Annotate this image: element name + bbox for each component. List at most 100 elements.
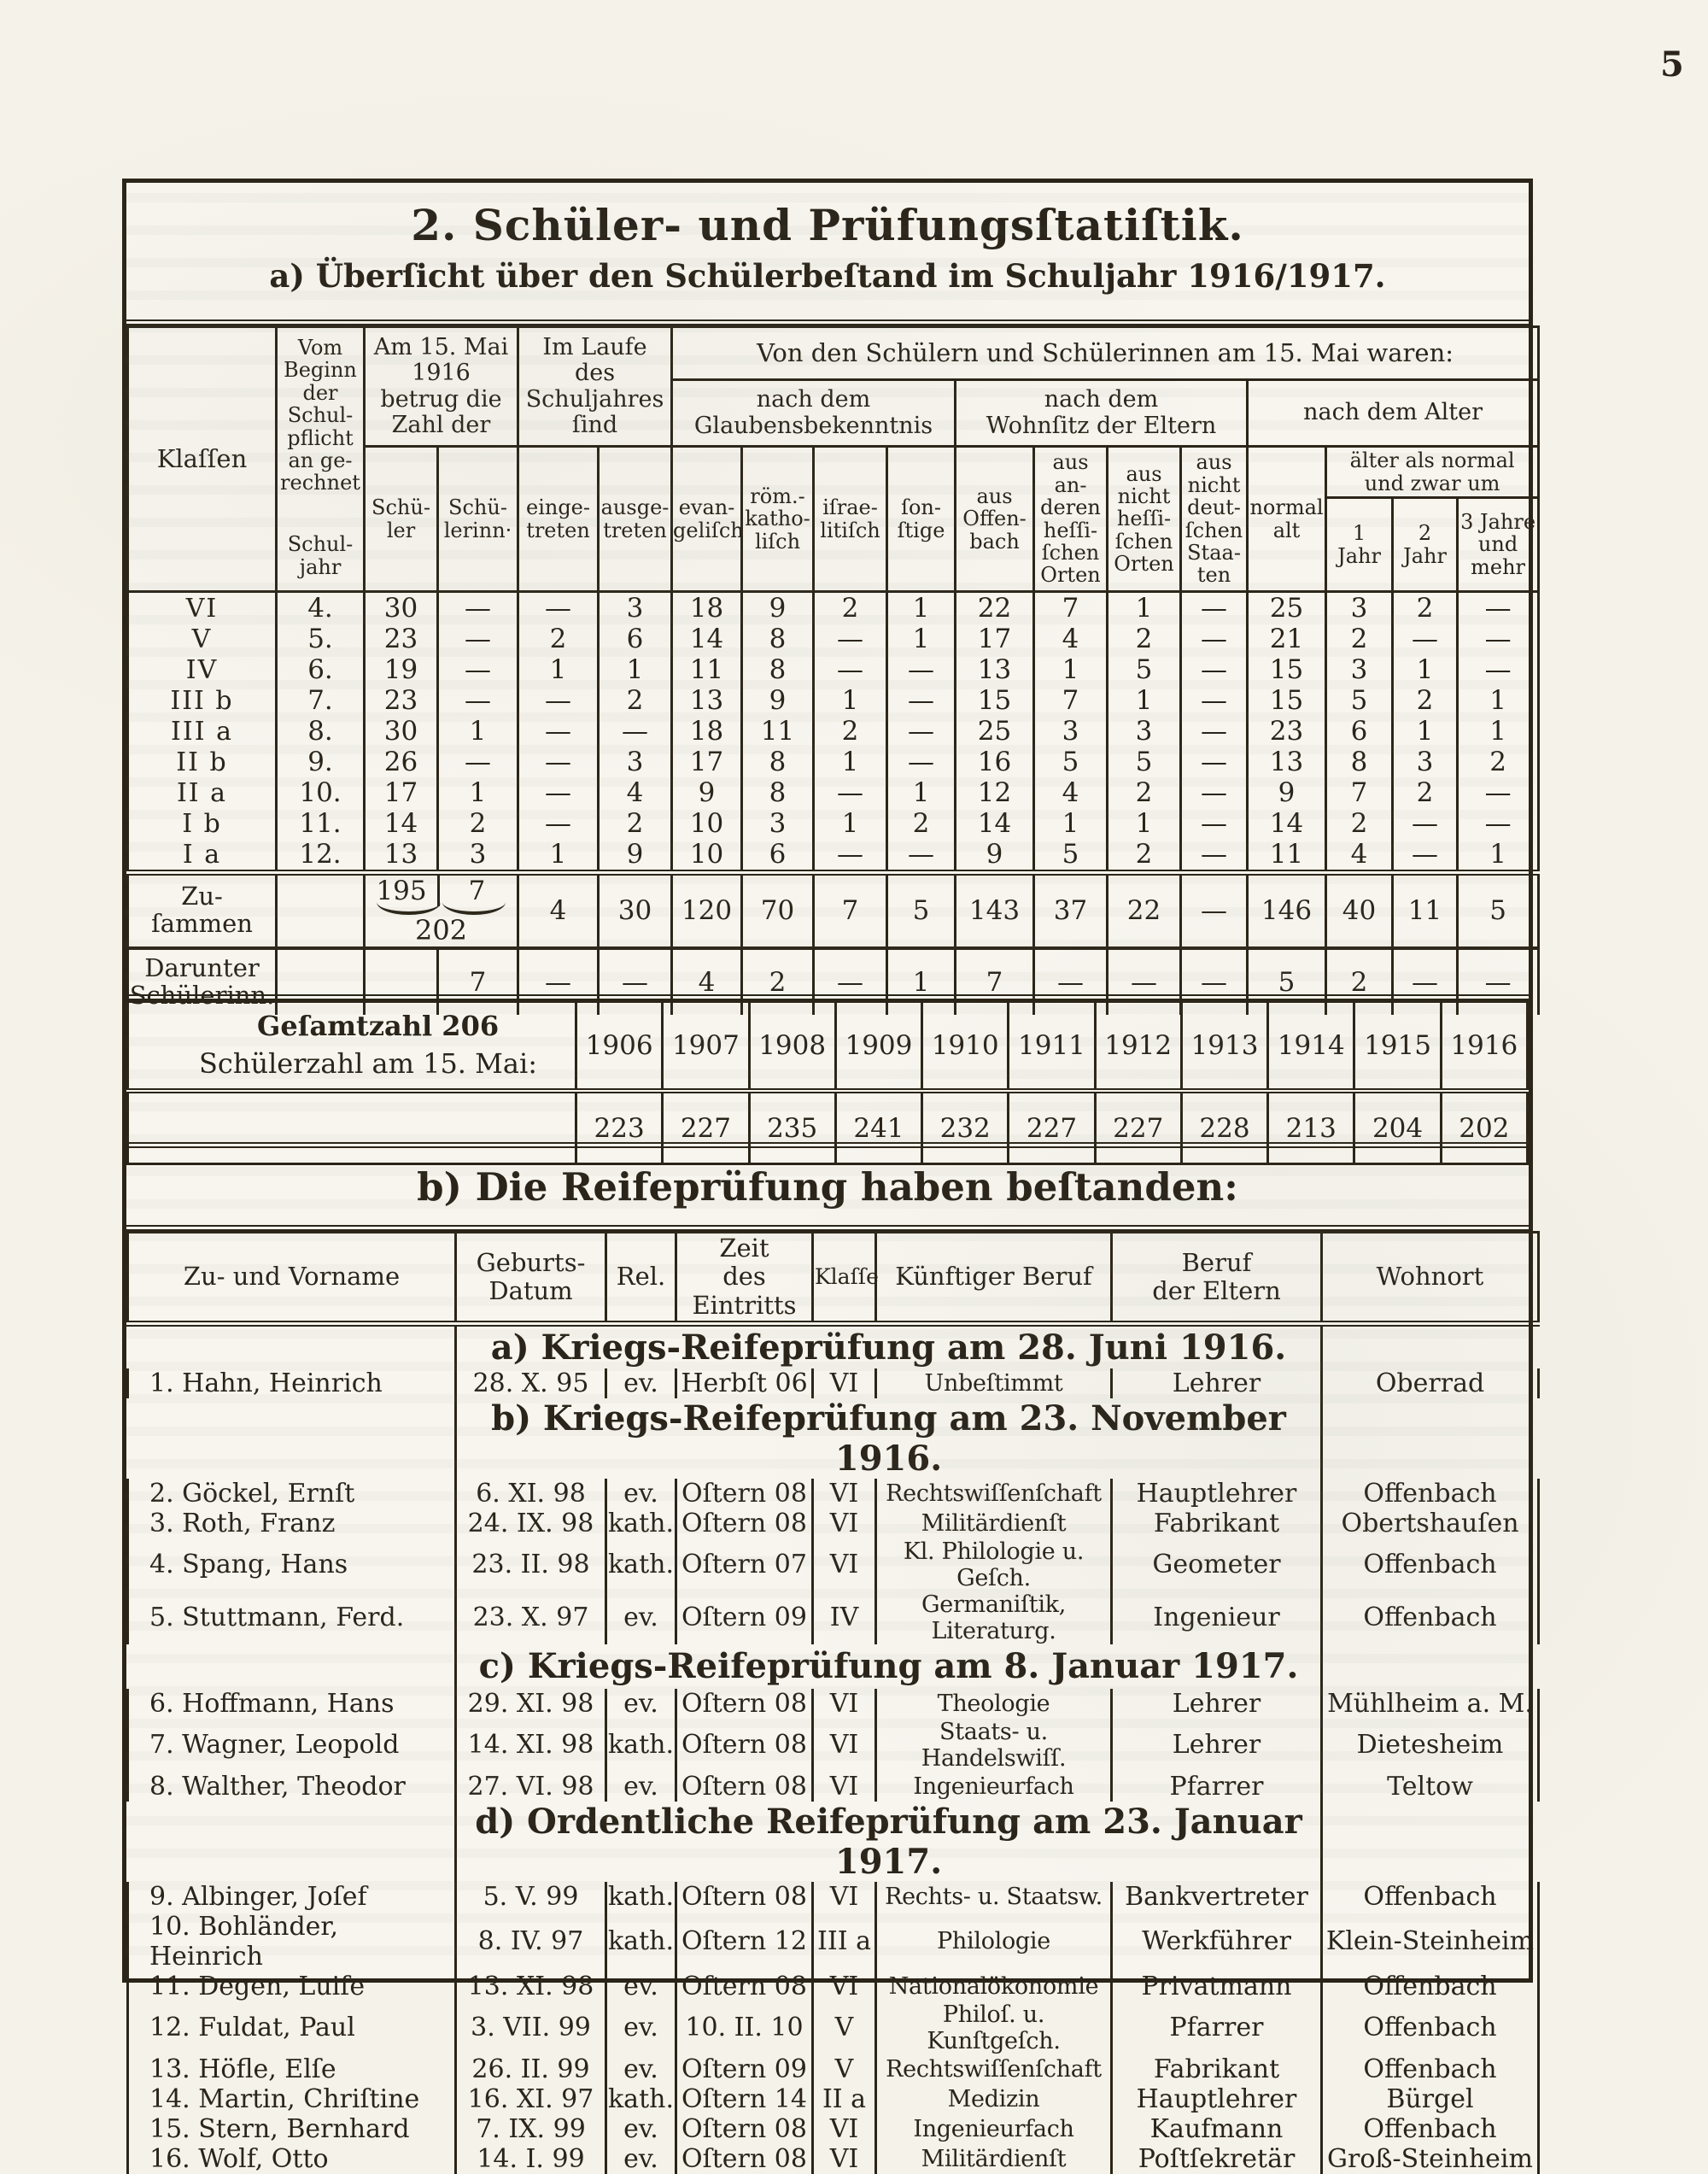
cell: Rechtswiſſenſchaft [874,1478,1113,1509]
cell: 5. [275,624,366,654]
col-normal-alt: normal alt [1246,445,1328,593]
cell: 10 [670,808,744,839]
cell: 4. [275,591,366,624]
cell: — [517,716,600,747]
cell: Oſtern 08 [675,2143,814,2174]
cell-empty [127,1801,457,1882]
cell: Obertshauſen [1320,1508,1540,1538]
cell: 227 [1007,1088,1097,1165]
cell: — [1456,591,1541,624]
cell: Oſtern 08 [675,1881,814,1912]
cell-empty [127,1323,457,1368]
cell: — [886,716,957,747]
cell: Pfarrer [1110,2001,1323,2054]
group-im-laufe: Im Laufe des Schuljahres ſind [516,325,674,448]
col-geburtsdatum: Geburts- Datum [454,1230,607,1327]
cell: 14 [670,624,744,654]
cell: 4 [1325,839,1395,873]
cell: II b [126,747,278,777]
cell: 4 [596,777,674,808]
cell: Oſtern 14 [675,2083,814,2114]
cell: — [1179,624,1249,654]
cell: — [1456,808,1541,839]
cell-empty [275,869,366,950]
cell: 23. II. 98 [454,1538,607,1591]
cell: Staats- u. Handelswiſſ. [874,1718,1113,1772]
statistics-table-wrap: Klaſſen Vom Beginn der Schul- pflicht an… [126,325,1541,1015]
cell: 5 [1325,685,1395,716]
cell: — [1456,777,1541,808]
cell: 2 [596,685,674,716]
cell: ev. [605,1688,677,1719]
cell: ev. [605,2001,677,2054]
col-sonstige: ſon- ſtige [886,445,957,593]
cell: 23. X. 97 [454,1591,607,1644]
cell: Oſtern 08 [675,1718,814,1772]
cell: Philoſ. u. Kunſtgeſch. [874,2001,1113,2054]
cell: ev. [605,1368,677,1398]
cell: kath. [605,1911,677,1972]
cell: — [1179,839,1249,873]
cell: 241 [834,1088,924,1165]
student-row: 9. Albinger, Joſef 5. V. 99 kath. Oſtern 08… [126,1881,1540,1912]
cell: III b [126,685,278,716]
cell: — [1179,808,1249,839]
cell: 6 [1325,716,1395,747]
cell: — [517,747,600,777]
cell: 23 [1246,716,1328,747]
cell: 7 [812,869,889,950]
cell: 10 [670,839,744,873]
cell: 17 [670,747,744,777]
cell: 8. IV. 97 [454,1911,607,1972]
cell: 232 [921,1088,1010,1165]
cell: — [1179,591,1249,624]
cell: 9. Albinger, Joſef [126,1881,457,1912]
schuelerzahl-label: Schülerzahl am 15. Mai: [199,1047,537,1080]
col-3-jahre: 3 Jahre und mehr [1456,496,1541,593]
statistics-header: Klaſſen Vom Beginn der Schul- pflicht an… [126,325,1541,593]
cell: 12. [275,839,366,873]
exam-group-heading: c) Kriegs-Reifeprüfung am 8. Januar 1917… [478,1646,1299,1687]
col-eingetreten: einge- treten [517,445,600,593]
col-name: Zu- und Vorname [126,1230,457,1327]
cell: 2 [1391,591,1459,624]
cell: kath. [605,1538,677,1591]
cell-empty [1320,1644,1539,1689]
reifepruefung-table: Zu- und Vorname Geburts- Datum Rel. Zeit… [126,1230,1540,2174]
cell: Oſtern 08 [675,1971,814,2001]
cell: kath. [605,2083,677,2114]
student-row: 16. Wolf, Otto 14. I. 99 ev. Oſtern 08 VI Mil… [126,2143,1540,2174]
cell: 228 [1179,1088,1270,1165]
cell: VI [811,2113,877,2144]
cell: Nationalökonomie [874,1971,1113,2001]
cell: — [1179,777,1249,808]
cell: 8 [740,747,816,777]
cell: 13 [1246,747,1328,777]
student-row: 1. Hahn, Heinrich 28. X. 95 ev. Herbſt 06 VI… [126,1368,1540,1398]
cell: Offenbach [1320,1971,1540,2001]
exam-group-heading: a) Kriegs-Reifeprüfung am 28. Juni 1916. [490,1327,1287,1368]
cell: — [436,747,519,777]
cell: kath. [605,1881,677,1912]
cell: 1 [1391,654,1459,685]
group-aelter-als-normal: älter als normal und zwar um [1325,445,1541,499]
exam-group-heading-row: c) Kriegs-Reifeprüfung am 8. Januar 1917… [127,1644,1539,1689]
stats-row: I b 11. 14 2—2 10 3 1 2 14 1 1—14 2— — [126,808,1541,839]
cell: 5 [1032,747,1109,777]
cell: II a [811,2083,877,2114]
group-am-15-mai: Am 15. Mai 1916 betrug die Zahl der [363,325,519,448]
student-row: 10. Bohländer, Heinrich 8. IV. 97 kath. Oſt… [126,1911,1540,1972]
cell-empty [127,1644,457,1689]
cell: 5 [886,869,957,950]
cell: — [1456,654,1541,685]
cell: Oſtern 08 [675,1478,814,1509]
cell: VI [811,2143,877,2174]
cell: 1. Hahn, Heinrich [126,1368,457,1398]
cell: 1 [886,591,957,624]
cell: 2 [1106,624,1183,654]
stats-row: V 5. 23—2 6 14 8—1 17 4 2—21 2— — [126,624,1541,654]
cell: 3 [1391,747,1459,777]
zusammen-total: 202 [414,913,468,946]
cell: 2 [812,716,889,747]
